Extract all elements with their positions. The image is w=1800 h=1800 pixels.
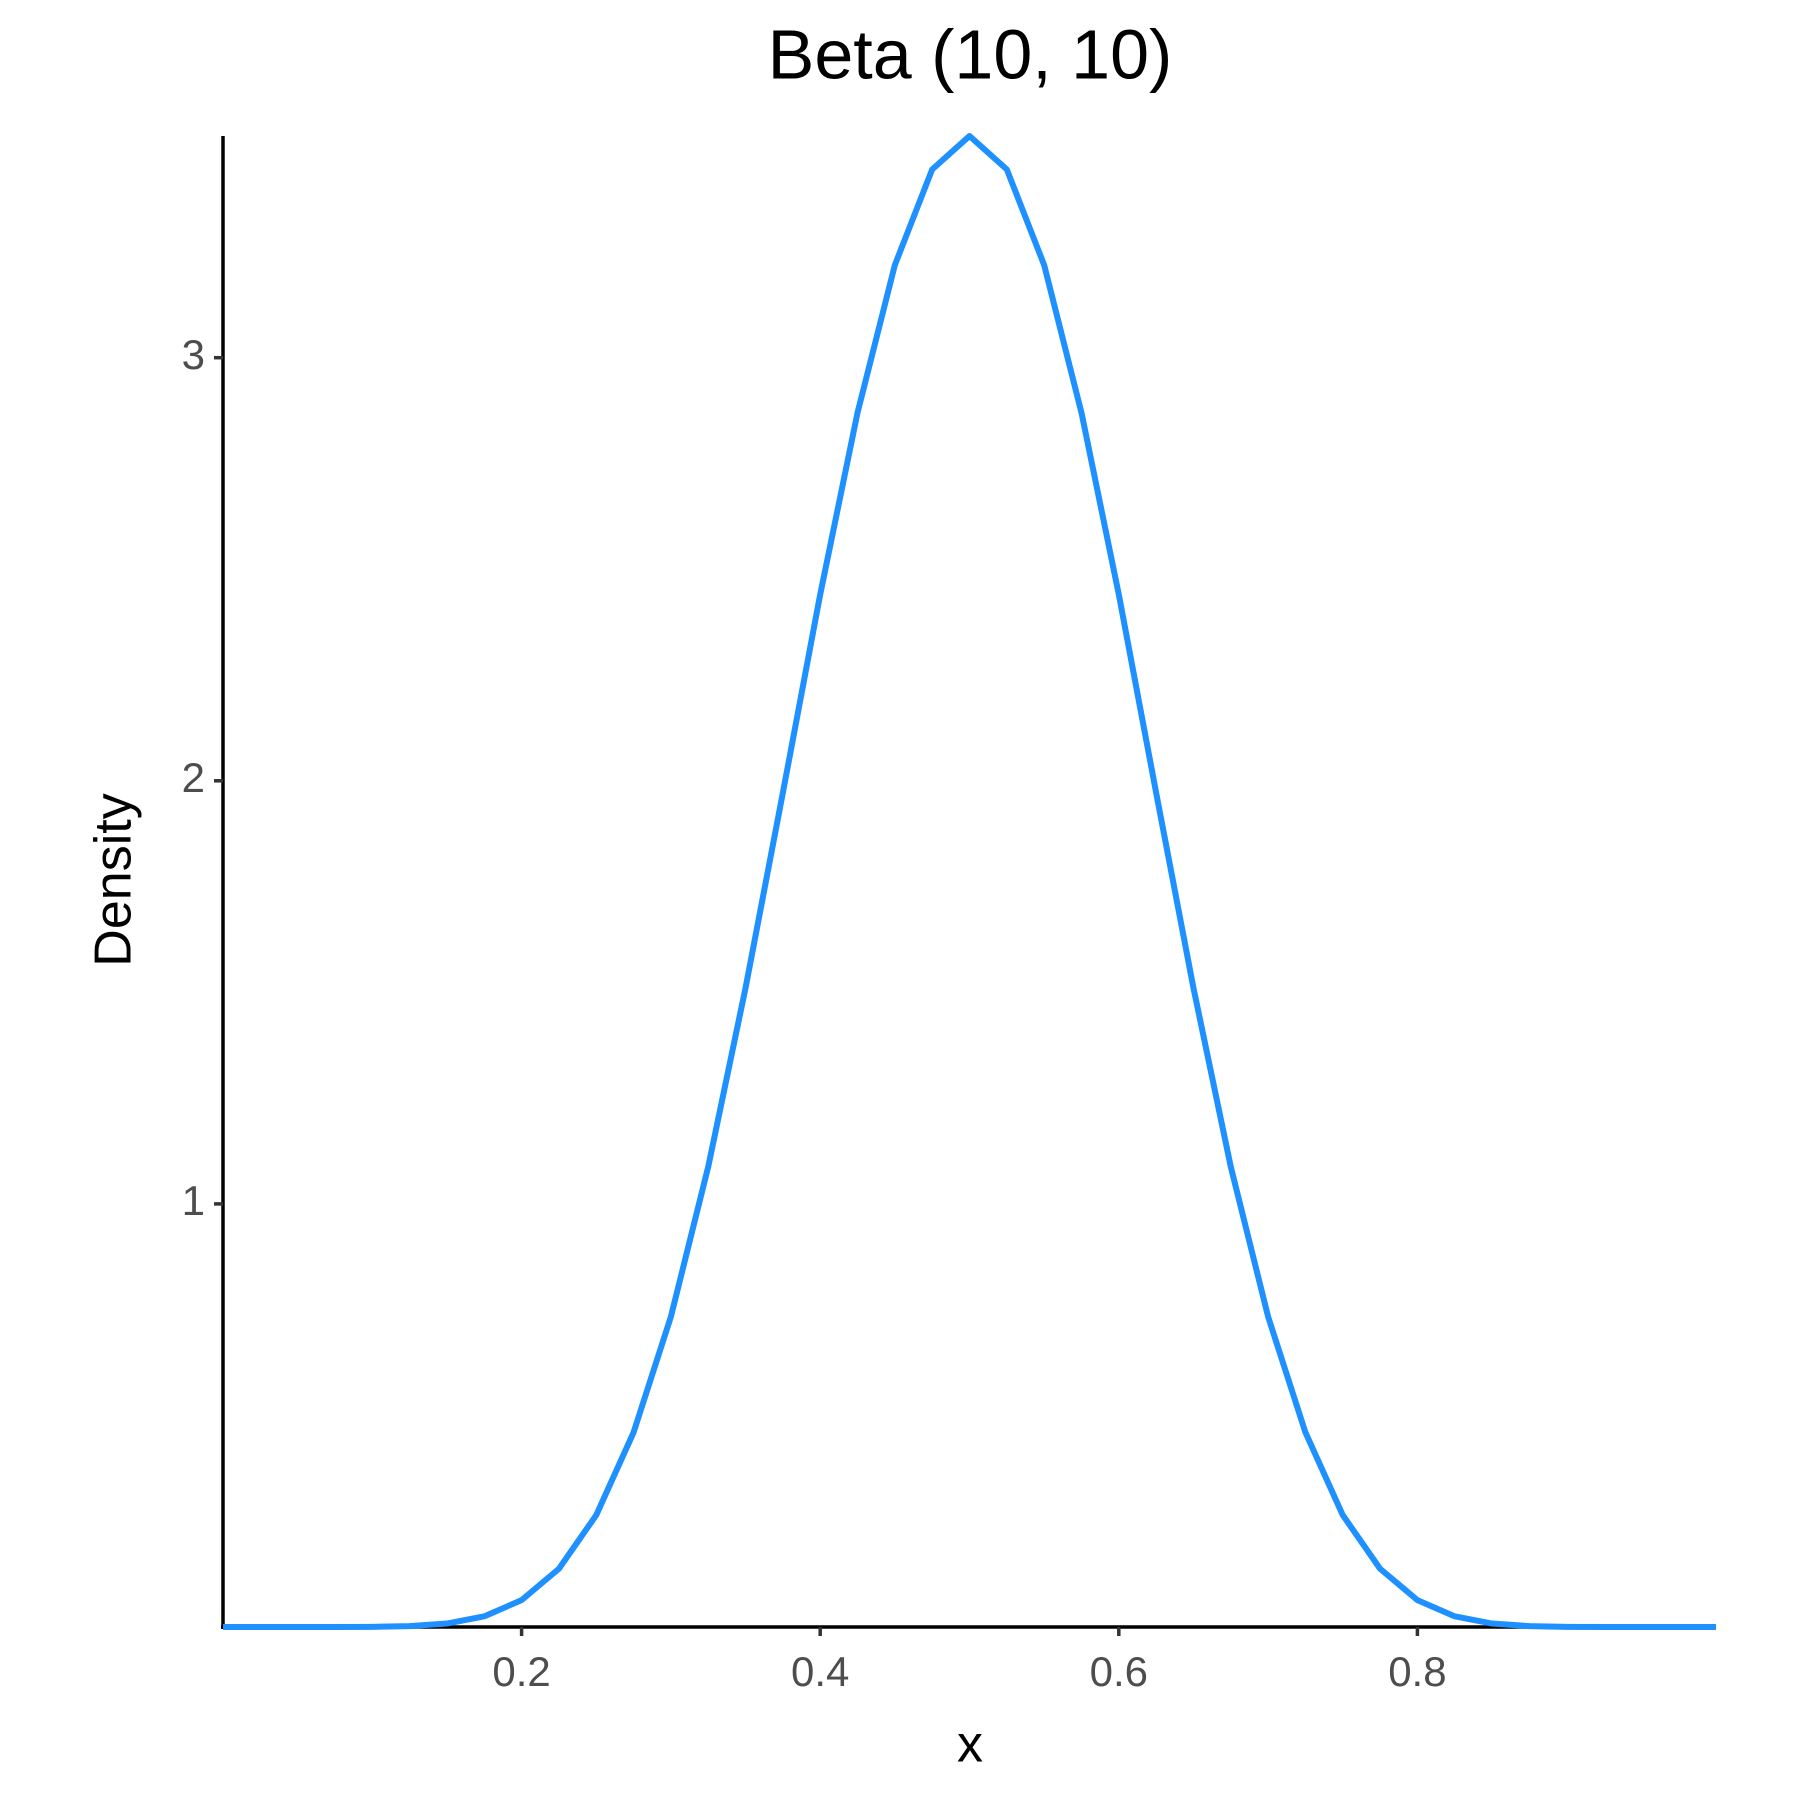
x-tick-label: 0.8 (1388, 1648, 1446, 1695)
density-line (223, 133, 1716, 1630)
y-tick-label: 2 (182, 754, 205, 801)
x-tick-label: 0.6 (1090, 1648, 1148, 1695)
chart-title: Beta (10, 10) (768, 15, 1173, 93)
y-axis-title: Density (85, 793, 143, 966)
x-tick-label: 0.4 (791, 1648, 849, 1695)
y-tick-label: 1 (182, 1177, 205, 1224)
y-tick-label: 3 (182, 331, 205, 378)
x-axis-title: x (957, 1716, 983, 1774)
x-tick-label: 0.2 (492, 1648, 550, 1695)
